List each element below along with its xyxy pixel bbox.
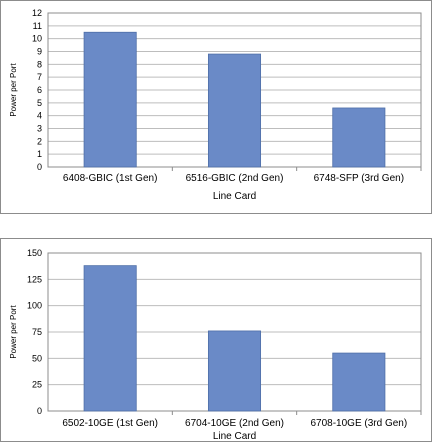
y-axis-label: Power per Port	[9, 305, 18, 359]
y-tick-label: 7	[37, 72, 42, 82]
bar	[207, 330, 262, 412]
y-tick-label: 50	[32, 353, 42, 363]
y-tick-label: 12	[32, 8, 42, 18]
bar	[332, 352, 386, 412]
bar	[332, 107, 386, 168]
x-tick-label: 6408-GBIC (1st Gen)	[63, 173, 157, 184]
y-tick-label: 6	[37, 85, 42, 95]
bar	[83, 31, 137, 168]
y-tick-label: 0	[37, 162, 42, 172]
y-tick-label: 1	[37, 149, 42, 159]
x-tick-label: 6708-10GE (3rd Gen)	[310, 418, 407, 429]
x-tick-label: 6516-GBIC (2nd Gen)	[186, 173, 284, 184]
x-tick-label: 6704-10GE (2nd Gen)	[185, 418, 284, 429]
x-axis-label: Line Card	[213, 191, 256, 202]
y-tick-label: 100	[27, 301, 42, 311]
x-axis-label: Line Card	[213, 431, 256, 442]
y-tick-label: 5	[37, 98, 42, 108]
y-tick-label: 25	[32, 380, 42, 390]
y-tick-label: 0	[37, 406, 42, 416]
chart-2-svg: 0 25 50 75 100 125 150 6502-10GE (1st Gen) 6704-…	[9, 248, 422, 442]
y-tick-label: 9	[37, 47, 42, 57]
bar	[83, 265, 137, 412]
y-tick-label: 2	[37, 136, 42, 146]
y-tick-label: 8	[37, 59, 42, 69]
y-tick-label: 150	[27, 248, 42, 258]
y-tick-label: 3	[37, 124, 42, 134]
y-axis-label: Power per Port	[9, 63, 18, 117]
x-tick-label: 6502-10GE (1st Gen)	[62, 418, 158, 429]
chart-1: 0 1 2 3 4 5 6 7 8 9 10 11 12 6408-GBIC (1st Gen) 6516-…	[0, 0, 432, 214]
y-tick-label: 10	[32, 34, 42, 44]
y-tick-label: 4	[37, 111, 42, 121]
y-tick-label: 125	[27, 274, 42, 284]
bar	[207, 53, 262, 168]
y-tick-label: 75	[32, 327, 42, 337]
y-tick-label: 11	[33, 21, 42, 31]
x-tick-label: 6748-SFP (3rd Gen)	[314, 173, 404, 184]
chart-2: 0 25 50 75 100 125 150 6502-10GE (1st Gen) 6704-…	[0, 238, 432, 442]
